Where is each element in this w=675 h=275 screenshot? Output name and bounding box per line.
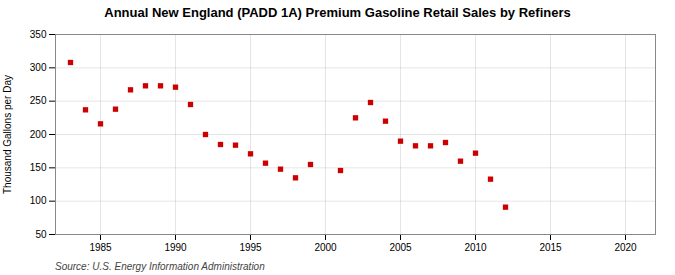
svg-text:150: 150	[30, 162, 47, 173]
svg-text:200: 200	[30, 129, 47, 140]
svg-text:Thousand Gallons per Day: Thousand Gallons per Day	[2, 75, 13, 194]
svg-text:300: 300	[30, 62, 47, 73]
svg-text:2020: 2020	[614, 242, 637, 253]
svg-text:50: 50	[35, 229, 47, 240]
svg-text:2015: 2015	[539, 242, 562, 253]
svg-text:1990: 1990	[164, 242, 187, 253]
svg-text:1985: 1985	[89, 242, 112, 253]
html-text:Annual New England (PADD 1A) P: Annual New England (PADD 1A) Premium Gas…	[104, 5, 571, 20]
svg-text:100: 100	[30, 195, 47, 206]
svg-text:1995: 1995	[239, 242, 262, 253]
svg-text:250: 250	[30, 95, 47, 106]
svg-text:2000: 2000	[314, 242, 337, 253]
html-text:Source: U.S. Energy Informatio: Source: U.S. Energy Information Administ…	[55, 261, 265, 272]
svg-text:350: 350	[30, 29, 47, 40]
svg-text:2010: 2010	[464, 242, 487, 253]
svg-text:2005: 2005	[389, 242, 412, 253]
